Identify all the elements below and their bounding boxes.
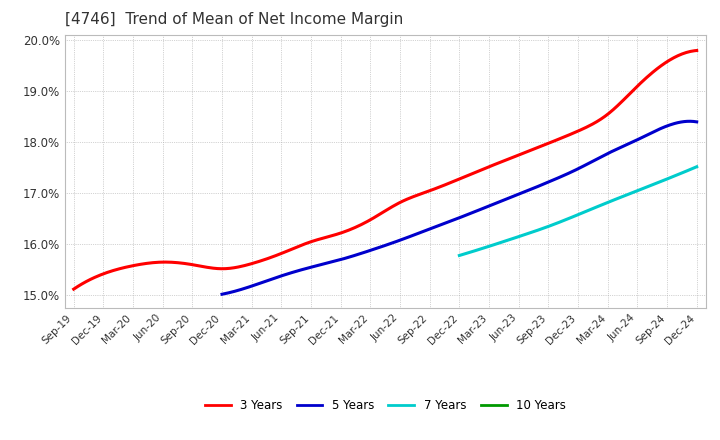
Text: [4746]  Trend of Mean of Net Income Margin: [4746] Trend of Mean of Net Income Margi… bbox=[65, 12, 403, 27]
Legend: 3 Years, 5 Years, 7 Years, 10 Years: 3 Years, 5 Years, 7 Years, 10 Years bbox=[200, 394, 570, 417]
